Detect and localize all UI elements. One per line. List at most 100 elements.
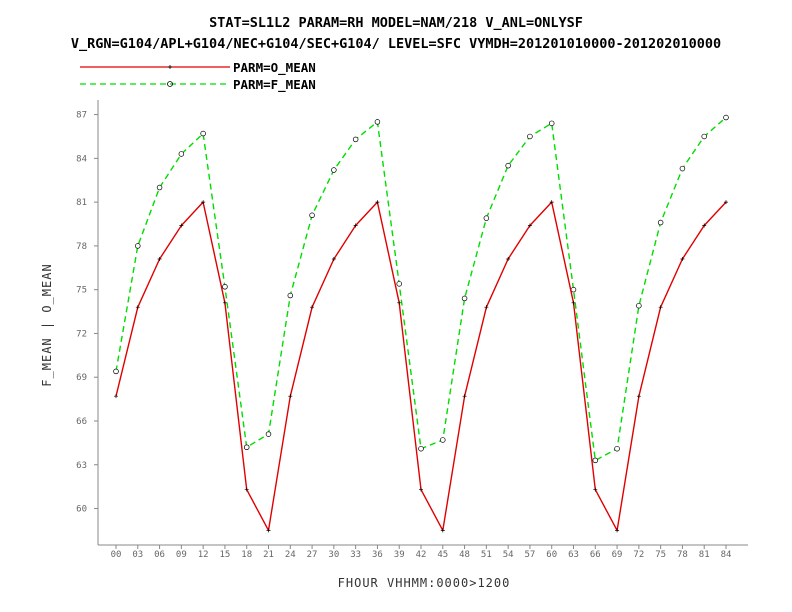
- data-point: [178, 151, 185, 157]
- x-tick-label: 78: [677, 550, 688, 560]
- chart-title: STAT=SL1L2 PARAM=RH MODEL=NAM/218 V_ANL=…: [209, 15, 583, 31]
- data-point: [658, 305, 663, 310]
- y-tick-label: 75: [76, 286, 87, 296]
- data-point: [571, 300, 576, 305]
- y-tick-label: 81: [76, 198, 87, 208]
- x-tick-label: 15: [220, 550, 231, 560]
- data-point: [440, 437, 446, 443]
- data-point: [244, 487, 249, 492]
- data-point: [679, 165, 686, 172]
- data-point: [156, 184, 163, 191]
- data-point: [615, 528, 620, 533]
- x-tick-label: 18: [241, 550, 252, 560]
- data-point: [352, 136, 359, 143]
- data-point: [548, 120, 555, 127]
- data-point: [527, 133, 533, 140]
- chart-subtitle: V_RGN=G104/APL+G104/NEC+G104/SEC+G104/ L…: [70, 36, 722, 52]
- data-point: [702, 223, 707, 228]
- x-tick-label: 54: [503, 550, 514, 560]
- data-point: [353, 223, 358, 228]
- data-point: [614, 445, 620, 452]
- data-point: [331, 257, 336, 262]
- data-point: [200, 130, 206, 137]
- y-tick-label: 72: [76, 329, 87, 339]
- y-tick-label: 66: [76, 417, 87, 427]
- data-point: [243, 444, 250, 450]
- x-tick-label: 06: [154, 550, 165, 560]
- data-point: [419, 487, 423, 492]
- x-tick-label: 72: [633, 550, 644, 560]
- legend: [80, 65, 230, 87]
- x-tick-label: 21: [263, 550, 274, 560]
- x-tick-label: 09: [176, 550, 187, 560]
- x-tick-label: 84: [721, 550, 732, 560]
- x-tick-label: 33: [350, 550, 361, 560]
- data-point: [636, 394, 641, 399]
- y-tick-label: 87: [76, 111, 87, 121]
- data-point: [397, 300, 402, 305]
- data-point: [505, 162, 511, 169]
- data-point: [461, 295, 468, 302]
- data-point: [483, 215, 490, 221]
- data-point: [157, 257, 162, 262]
- y-axis-label: F_MEAN | O_MEAN: [40, 263, 54, 386]
- data-point: [288, 394, 293, 399]
- x-tick-label: 63: [568, 550, 579, 560]
- data-point: [287, 292, 294, 299]
- data-point: [462, 394, 467, 399]
- x-tick-label: 12: [198, 550, 209, 560]
- data-point: [592, 457, 599, 464]
- series-line-1: [115, 116, 727, 462]
- x-tick-label: 66: [590, 550, 601, 560]
- data-point: [593, 487, 598, 492]
- data-point: [701, 133, 707, 140]
- data-point: [549, 200, 554, 205]
- data-point: [396, 281, 402, 287]
- x-tick-label: 57: [525, 550, 536, 560]
- data-point: [680, 257, 685, 262]
- data-point: [135, 243, 141, 249]
- x-axis-label: FHOUR VHHMM:0000>1200: [338, 576, 511, 590]
- data-point: [310, 305, 315, 310]
- data-point: [135, 305, 140, 310]
- x-tick-label: 60: [546, 550, 557, 560]
- plot-area: [113, 114, 729, 533]
- data-point: [114, 394, 118, 399]
- x-tick-label: 75: [655, 550, 666, 560]
- x-tick-label: 27: [307, 550, 318, 560]
- data-point: [266, 528, 271, 533]
- data-point: [331, 167, 337, 173]
- data-point: [657, 219, 664, 226]
- x-tick-label: 69: [612, 550, 623, 560]
- x-tick-label: 45: [437, 550, 448, 560]
- data-point: [484, 305, 489, 310]
- x-tick-label: 81: [699, 550, 710, 560]
- data-point: [309, 212, 315, 219]
- x-tick-label: 00: [111, 550, 122, 560]
- x-tick-label: 39: [394, 550, 405, 560]
- legend-label-f-mean: PARM=F_MEAN: [233, 77, 316, 92]
- data-point: [570, 286, 577, 293]
- x-tick-label: 51: [481, 550, 492, 560]
- x-tick-label: 48: [459, 550, 470, 560]
- y-tick-label: 63: [76, 461, 87, 471]
- data-point: [440, 528, 445, 533]
- data-point: [179, 223, 184, 228]
- data-point: [723, 114, 729, 121]
- x-tick-label: 36: [372, 550, 383, 560]
- x-tick-label: 03: [132, 550, 143, 560]
- y-tick-label: 84: [76, 154, 87, 164]
- data-point: [527, 223, 532, 228]
- data-point: [222, 300, 227, 305]
- legend-label-o-mean: PARM=O_MEAN: [233, 60, 316, 75]
- x-tick-label: 24: [285, 550, 296, 560]
- data-point: [506, 257, 511, 262]
- x-tick-label: 42: [416, 550, 427, 560]
- data-point: [113, 368, 119, 375]
- y-tick-label: 69: [76, 373, 87, 383]
- data-point: [636, 302, 642, 309]
- legend-marker-0: [168, 65, 172, 69]
- data-point: [265, 431, 272, 437]
- axes: 60 63 66 69 72 75 78 81 84 87 00 03 06 09 12 15 18 21 24 27…: [76, 100, 748, 560]
- data-point: [724, 200, 728, 205]
